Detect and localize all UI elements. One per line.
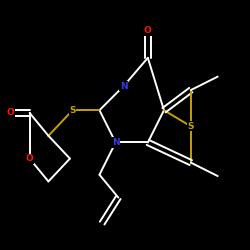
Text: S: S <box>69 106 76 115</box>
Text: O: O <box>7 108 15 118</box>
Text: O: O <box>26 154 34 163</box>
Text: N: N <box>120 82 128 90</box>
Text: O: O <box>144 26 152 36</box>
Text: N: N <box>112 138 120 147</box>
Text: S: S <box>188 122 194 131</box>
